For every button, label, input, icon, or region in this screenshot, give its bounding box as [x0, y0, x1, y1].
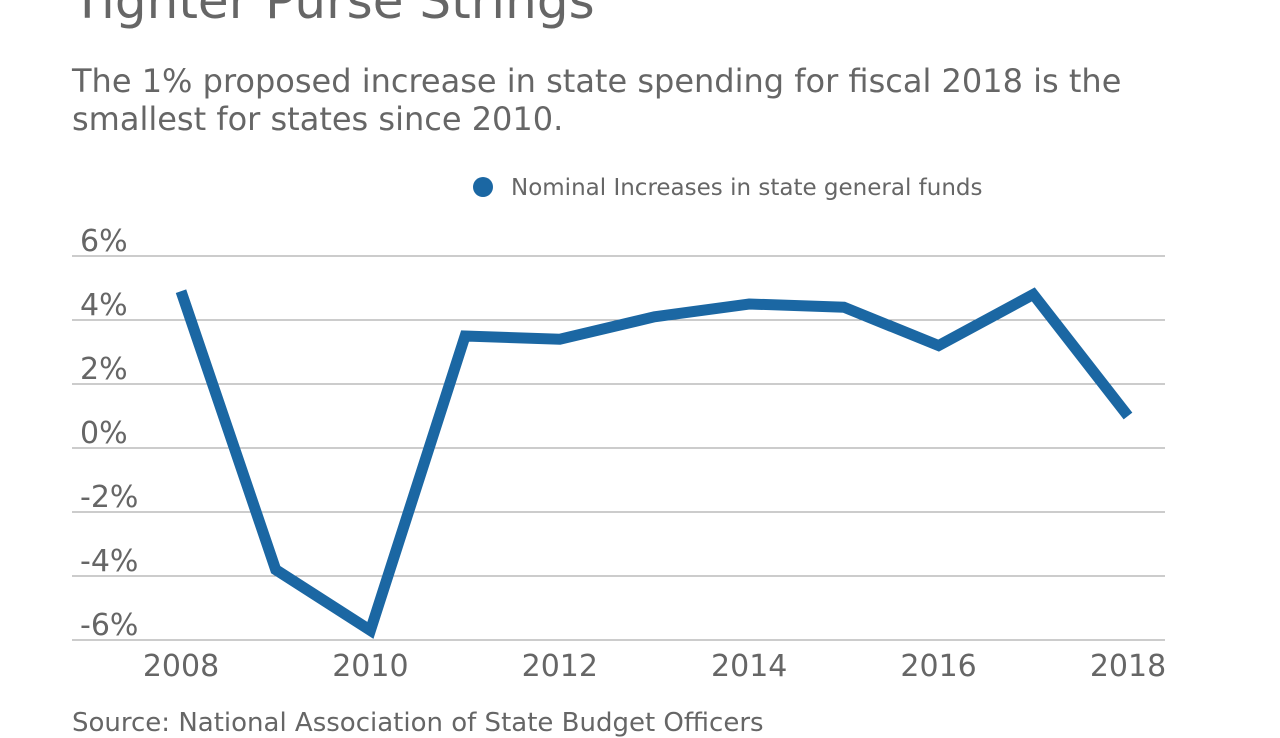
line-chart: 6% 4% 2% 0% -2% -4% -6%2008 2010 2012 2014 2016 201… [0, 0, 1280, 720]
legend-marker [473, 177, 493, 197]
x-tick-label: 2008 [143, 649, 219, 684]
y-tick-label: 4% [80, 288, 128, 323]
legend-label: Nominal Increases in state general funds [511, 175, 983, 201]
x-tick-label: 2014 [711, 649, 787, 684]
y-tick-label: -6% [80, 608, 138, 643]
y-tick-label: -2% [80, 480, 138, 515]
source-note: Source: National Association of State Bu… [72, 708, 764, 738]
y-tick-label: 2% [80, 352, 128, 387]
y-tick-label: -4% [80, 544, 138, 579]
series-line [181, 291, 1128, 630]
legend: Nominal Increases in state general funds [473, 175, 983, 201]
x-tick-label: 2018 [1090, 649, 1166, 684]
y-tick-label: 6% [80, 224, 128, 259]
x-tick-label: 2012 [522, 649, 598, 684]
x-tick-label: 2010 [332, 649, 408, 684]
y-tick-label: 0% [80, 416, 128, 451]
x-tick-label: 2016 [900, 649, 976, 684]
